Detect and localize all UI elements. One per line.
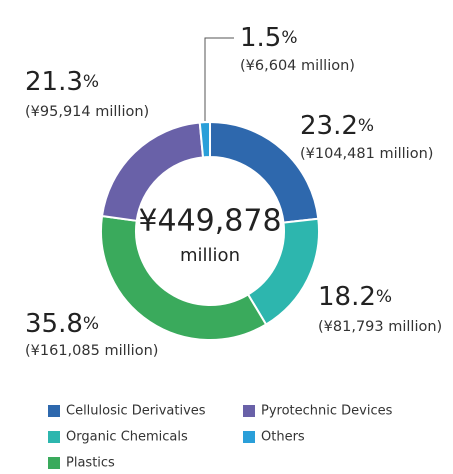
- amount-label: (¥104,481 million): [300, 146, 433, 162]
- amount-label: (¥6,604 million): [240, 58, 355, 74]
- leader-line: [204, 37, 234, 121]
- legend-label: Organic Chemicals: [66, 430, 188, 445]
- legend-swatch: [48, 457, 60, 469]
- percent-label: 1.5%: [240, 23, 298, 53]
- legend-label: Plastics: [66, 456, 115, 471]
- percent-label: 21.3%: [25, 67, 99, 97]
- percent-label: 35.8%: [25, 309, 99, 339]
- legend-label: Pyrotechnic Devices: [261, 404, 393, 419]
- donut-segment: [100, 214, 268, 341]
- percent-label: 18.2%: [318, 282, 392, 312]
- amount-label: (¥95,914 million): [25, 104, 149, 120]
- center-total: ¥449,878: [138, 204, 281, 239]
- amount-label: (¥81,793 million): [318, 319, 442, 335]
- center-unit: million: [180, 245, 240, 266]
- legend-swatch: [48, 405, 60, 417]
- legend-label: Others: [261, 430, 305, 445]
- legend-swatch: [243, 431, 255, 443]
- legend-swatch: [48, 431, 60, 443]
- percent-label: 23.2%: [300, 111, 374, 141]
- amount-label: (¥161,085 million): [25, 343, 158, 359]
- legend-swatch: [243, 405, 255, 417]
- legend-label: Cellulosic Derivatives: [66, 404, 206, 419]
- donut-segment: [198, 120, 211, 159]
